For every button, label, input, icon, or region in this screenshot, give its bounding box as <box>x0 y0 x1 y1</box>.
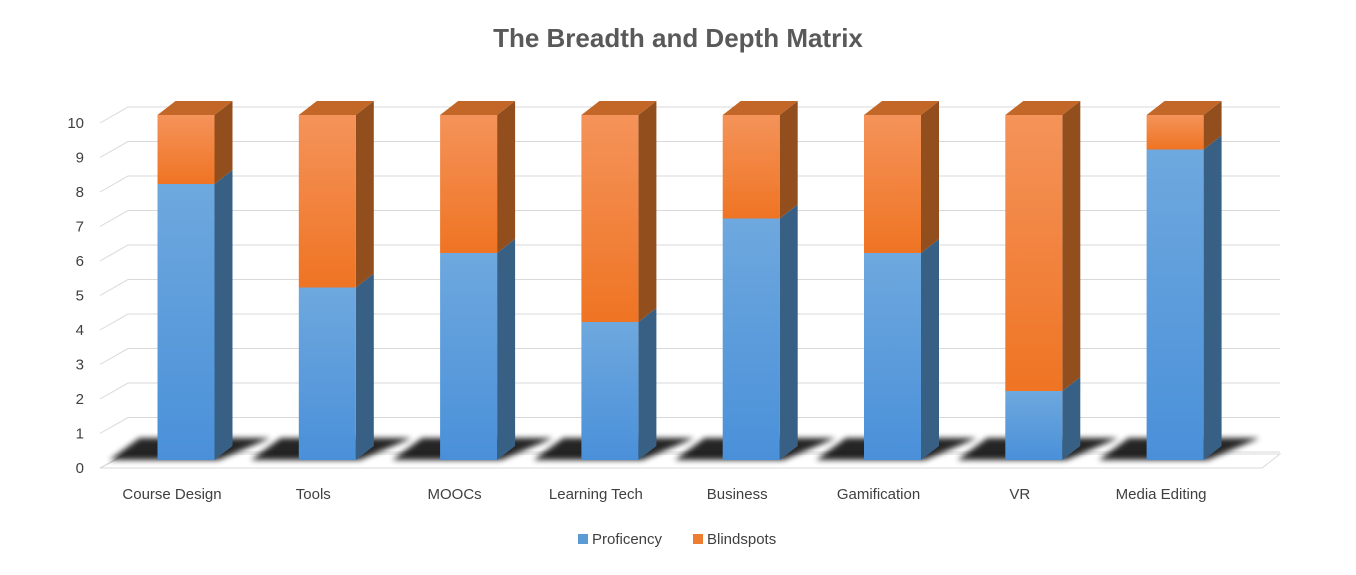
legend: Proficency Blindspots <box>578 531 776 548</box>
bar-top <box>1146 101 1222 115</box>
bar-group <box>1098 101 1260 460</box>
bar-blindspots <box>722 115 780 219</box>
bar-top <box>440 101 516 115</box>
gridline <box>99 106 1280 124</box>
legend-swatch <box>578 534 588 544</box>
gridline <box>99 210 1280 227</box>
legend-swatch <box>693 534 703 544</box>
legend-label: Proficency <box>592 531 663 548</box>
bar-proficency <box>1005 391 1063 460</box>
chart-title: The Breadth and Depth Matrix <box>493 23 863 53</box>
bar-side-blindspots <box>214 101 233 184</box>
legend-item-proficency: Proficency <box>578 531 663 548</box>
x-category-label: Business <box>707 486 768 503</box>
y-tick-label: 1 <box>76 426 84 443</box>
bar-blindspots <box>1146 115 1204 150</box>
bar-side-proficency <box>497 239 516 460</box>
y-tick-label: 0 <box>76 460 84 477</box>
bar-group <box>957 101 1119 460</box>
bar-group <box>816 101 977 460</box>
bar-proficency <box>581 322 639 460</box>
y-tick-label: 5 <box>76 288 84 305</box>
bar-group <box>674 101 836 460</box>
gridline <box>99 417 1280 434</box>
x-category-label: Course Design <box>122 486 221 503</box>
gridline <box>99 175 1280 193</box>
bar-proficency <box>722 218 780 460</box>
bar-side-proficency <box>921 239 939 460</box>
x-category-label: MOOCs <box>428 486 482 503</box>
bar-side-blindspots <box>497 101 516 253</box>
bar-side-proficency <box>638 308 657 460</box>
bars <box>109 101 1260 460</box>
bar-side-proficency <box>214 170 233 460</box>
gridlines <box>99 106 1280 469</box>
bar-proficency <box>298 287 356 460</box>
gridline <box>99 244 1280 262</box>
bar-top <box>581 101 657 115</box>
bar-group <box>109 101 271 460</box>
x-category-label: Media Editing <box>1116 486 1207 503</box>
x-axis-labels: Course Design Tools MOOCs Learning Tech Busi… <box>122 486 1206 503</box>
bar-side-blindspots <box>638 101 657 322</box>
legend-item-blindspots: Blindspots <box>693 531 776 548</box>
x-category-label: Learning Tech <box>549 486 643 503</box>
bar-side-proficency <box>779 204 798 460</box>
bar-blindspots <box>157 115 215 184</box>
gridline <box>99 348 1280 365</box>
y-tick-label: 9 <box>76 150 84 167</box>
bar-side-proficency <box>355 273 374 460</box>
y-tick-label: 2 <box>76 391 84 408</box>
x-category-label: Gamification <box>837 486 920 503</box>
bar-side-proficency <box>1203 135 1222 460</box>
bar-side-blindspots <box>1062 101 1081 391</box>
bar-group <box>533 101 695 460</box>
bar-top <box>1005 101 1081 115</box>
y-tick-label: 6 <box>76 253 84 270</box>
bar-top <box>722 101 798 115</box>
y-tick-label: 4 <box>76 322 84 339</box>
bar-side-blindspots <box>921 101 939 253</box>
x-category-label: Tools <box>296 486 331 503</box>
y-tick-label: 3 <box>76 357 84 374</box>
bar-blindspots <box>298 115 356 288</box>
y-tick-label: 8 <box>76 184 84 201</box>
y-axis-ticks: 0 1 2 3 4 5 6 7 8 9 10 <box>67 115 84 477</box>
bar-group <box>392 101 554 460</box>
bar-side-proficency <box>1062 377 1081 460</box>
legend-label: Blindspots <box>707 531 776 548</box>
gridline <box>99 279 1280 296</box>
bar-top <box>298 101 374 115</box>
bar-proficency <box>864 253 921 460</box>
bar-blindspots <box>581 115 639 322</box>
x-category-label: VR <box>1009 486 1030 503</box>
y-tick-label: 7 <box>76 219 84 236</box>
bar-side-blindspots <box>1203 101 1222 150</box>
gridline <box>99 382 1280 400</box>
bar-side-blindspots <box>355 101 374 288</box>
bar-top <box>157 101 233 115</box>
y-tick-label: 10 <box>67 115 84 132</box>
gridline <box>99 141 1280 158</box>
bar-proficency <box>1146 149 1204 460</box>
bar-proficency <box>157 184 215 460</box>
bar-proficency <box>440 253 498 460</box>
bar-group <box>250 101 412 460</box>
bar-blindspots <box>1005 115 1063 391</box>
bar-side-blindspots <box>779 101 798 219</box>
bar-blindspots <box>440 115 498 253</box>
gridline <box>99 313 1280 331</box>
bar-top <box>864 101 939 115</box>
bar-blindspots <box>864 115 921 253</box>
